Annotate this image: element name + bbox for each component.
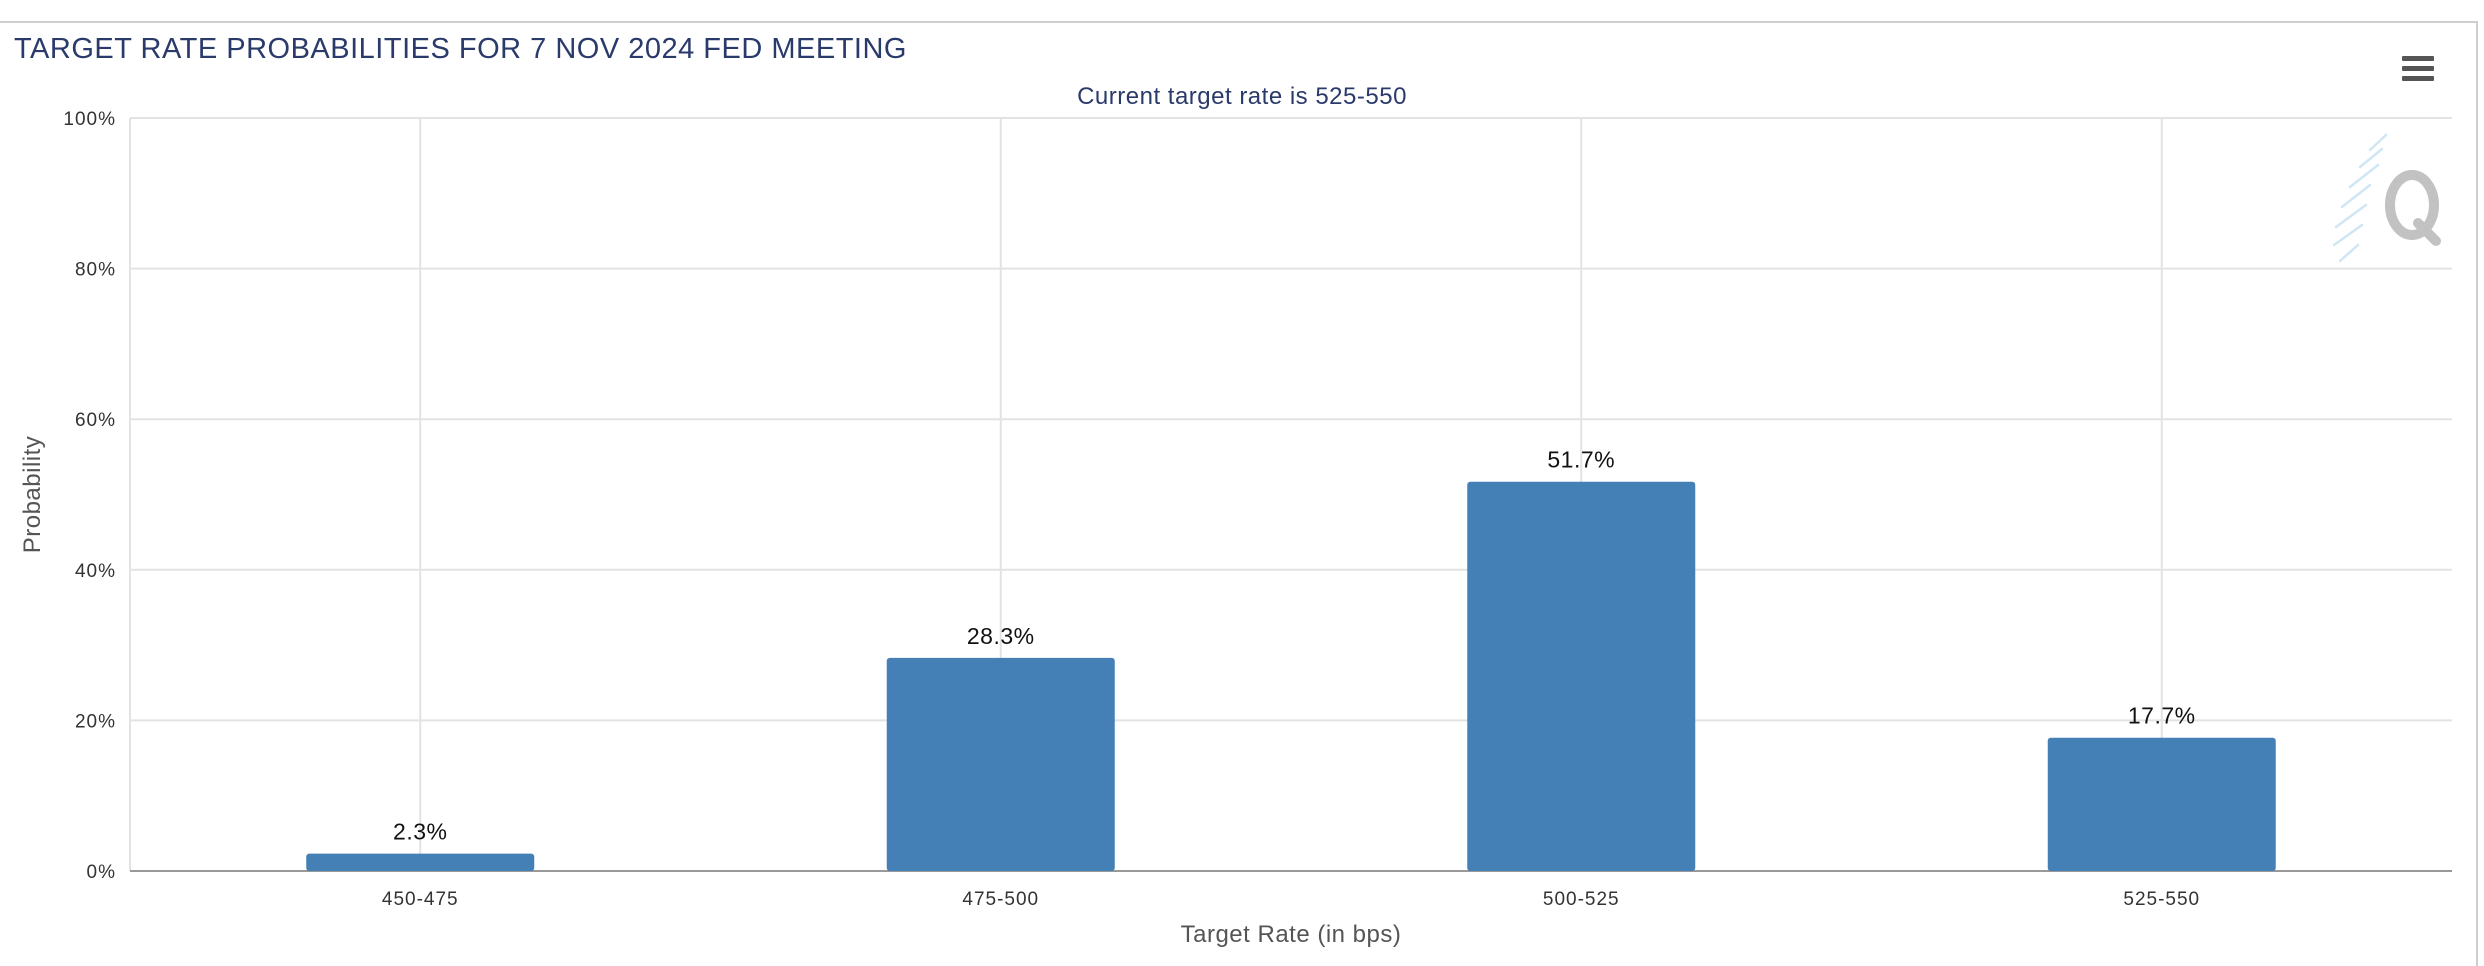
x-tick-label: 525-550	[2123, 889, 2200, 910]
bar	[2047, 737, 2276, 871]
y-tick-label: 20%	[75, 711, 116, 732]
bar-data-label: 28.3%	[967, 623, 1035, 649]
x-tick-label: 450-475	[382, 889, 459, 910]
chart-title: TARGET RATE PROBABILITIES FOR 7 NOV 2024…	[14, 33, 907, 65]
menu-bar-2	[2402, 66, 2434, 71]
y-axis-title: Probability	[19, 436, 46, 554]
q-logo-watermark-icon	[2332, 133, 2441, 263]
x-axis-title: Target Rate (in bps)	[1181, 921, 1402, 948]
menu-bar-1	[2402, 56, 2434, 61]
frame-border-top	[0, 21, 2478, 23]
menu-bar-3	[2402, 76, 2434, 81]
labels-layer: 0% 20% 40% 60% 80% 100% 2.3% 450-475 28.3% 475-50…	[19, 109, 2200, 948]
hamburger-menu-icon[interactable]	[2398, 48, 2438, 88]
bar	[1467, 481, 1696, 871]
bar-data-label: 17.7%	[2128, 703, 2196, 729]
bar-data-label: 51.7%	[1547, 447, 1615, 473]
x-tick-label: 500-525	[1543, 889, 1620, 910]
y-tick-label: 60%	[75, 410, 116, 431]
y-tick-label: 0%	[87, 862, 116, 883]
bar	[886, 657, 1115, 871]
chart-subtitle: Current target rate is 525-550	[1077, 83, 1407, 110]
bar	[306, 853, 535, 871]
bars-layer	[306, 481, 2276, 871]
y-tick-label: 80%	[75, 260, 116, 281]
y-tick-label: 40%	[75, 561, 116, 582]
frame-border-right	[2476, 21, 2478, 966]
x-tick-label: 475-500	[962, 889, 1039, 910]
y-tick-label: 100%	[63, 109, 116, 130]
bar-data-label: 2.3%	[393, 819, 447, 845]
grid-layer	[129, 117, 2452, 872]
